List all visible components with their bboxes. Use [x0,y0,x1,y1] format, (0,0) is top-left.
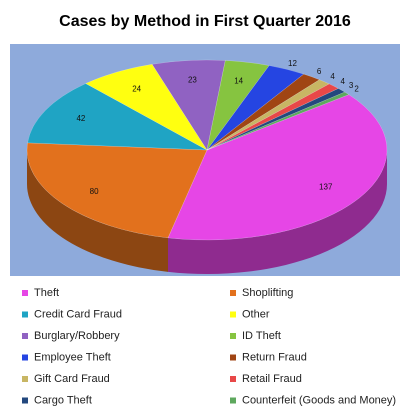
legend-swatch [230,397,236,404]
legend-swatch [22,333,28,339]
legend-label: Theft [34,287,59,299]
data-label: 12 [288,59,297,68]
legend-label: Cargo Theft [34,394,92,406]
data-label: 137 [319,183,333,192]
slice-side [168,150,387,274]
slice [167,94,388,241]
slice [26,142,208,239]
legend-swatch [230,333,236,339]
legend-label: Shoplifting [242,287,293,299]
slice [85,64,208,151]
legend-swatch [22,397,28,404]
slice [151,59,226,151]
legend-label: Retail Fraud [242,373,302,385]
data-label: 80 [90,187,99,196]
data-label: 2 [354,84,359,93]
data-label: 6 [317,67,322,76]
slice [206,91,350,151]
slice [206,79,330,151]
legend-label: Counterfeit (Goods and Money) [242,394,396,406]
data-label: 14 [234,77,243,86]
slice [206,83,339,151]
data-label: 4 [341,77,346,86]
legend-label: Credit Card Fraud [34,308,122,320]
slice [206,73,321,151]
slice [206,60,270,151]
slice [206,65,305,151]
legend-label: ID Theft [242,330,281,342]
legend-swatch [22,290,28,296]
data-label: 3 [349,81,354,90]
legend-swatch [22,311,28,318]
legend-label: Employee Theft [34,351,111,363]
legend-swatch [230,354,236,361]
data-label: 24 [132,84,141,93]
legend-label: Other [242,308,270,320]
data-label: 23 [188,75,197,84]
data-label: 42 [76,114,85,123]
legend-swatch [230,311,236,318]
chart-title: Cases by Method in First Quarter 2016 [59,13,351,30]
legend-swatch [22,354,28,361]
slice-side [27,150,169,272]
legend-label: Gift Card Fraud [34,373,110,385]
legend-label: Return Fraud [242,351,307,363]
legend-swatch [230,290,236,296]
legend-swatch [230,376,236,382]
slice [206,88,346,151]
data-label: 4 [330,72,335,81]
legend-swatch [22,376,28,382]
legend-label: Burglary/Robbery [34,330,120,342]
slice [27,83,208,151]
